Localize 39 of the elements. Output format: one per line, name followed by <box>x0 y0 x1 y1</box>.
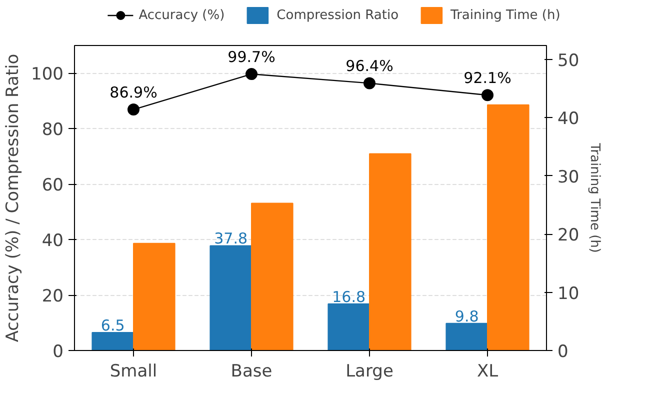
y-tick-label: 100 <box>31 64 64 85</box>
y-tick-label: 80 <box>42 120 64 140</box>
y-tick-label: 40 <box>42 231 64 252</box>
x-tick-label: Large <box>346 362 394 382</box>
bar <box>369 153 412 350</box>
data-label: 37.8 <box>214 230 248 248</box>
x-tick-label: Small <box>110 362 158 382</box>
point <box>246 68 258 80</box>
y2-axis-title: Training Time (h) <box>587 142 602 253</box>
bar <box>487 104 530 350</box>
x-tick-label: XL <box>476 362 499 382</box>
y2-tick-label: 20 <box>558 226 580 246</box>
y2-tick-label: 0 <box>558 342 568 362</box>
y-tick-label: 60 <box>42 176 64 196</box>
y2-tick-label: 10 <box>558 284 580 304</box>
data-label: 16.8 <box>332 288 366 306</box>
data-label: 6.5 <box>100 316 125 334</box>
bar <box>92 332 134 350</box>
point <box>128 104 140 116</box>
legend-label: Training Time (h) <box>450 8 560 22</box>
legend-label: Compression Ratio <box>276 8 399 22</box>
y2-tick-label: 40 <box>558 109 580 130</box>
bar <box>446 322 488 350</box>
bar <box>133 242 176 350</box>
y2-tick-label: 30 <box>558 167 580 188</box>
data-label: 96.4% <box>346 57 394 76</box>
y-tick-label: 20 <box>42 286 64 307</box>
point <box>364 77 376 90</box>
data-label: 92.1% <box>464 69 512 88</box>
data-label: 9.8 <box>454 307 479 326</box>
point <box>482 89 494 102</box>
y-axis-title: Accuracy (%) / Compression Ratio <box>3 54 24 342</box>
data-label: 99.7% <box>228 48 276 66</box>
bar <box>328 303 370 350</box>
y-tick-label: 0 <box>52 342 64 362</box>
data-label: 86.9% <box>110 84 158 102</box>
legend-label: Accuracy (%) <box>138 8 225 22</box>
x-tick-label: Base <box>230 362 272 382</box>
y2-tick-label: 50 <box>558 50 580 71</box>
